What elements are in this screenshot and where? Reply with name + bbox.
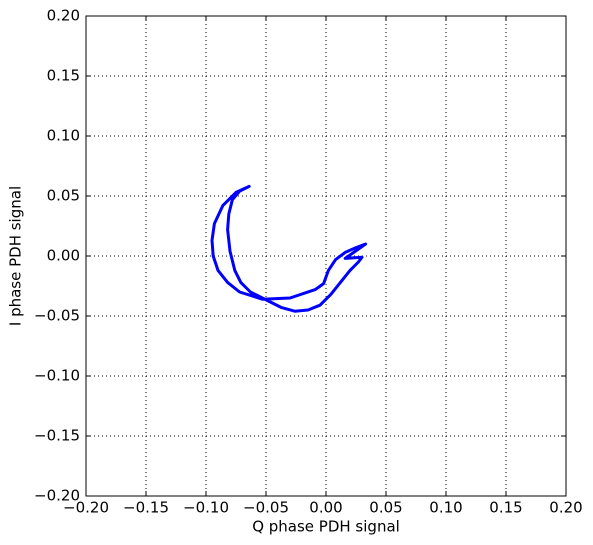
plot-frame	[85, 15, 567, 497]
x-tick-label: −0.05	[243, 499, 289, 517]
y-tick-label: −0.05	[34, 307, 80, 325]
x-tick-label: 0.10	[429, 499, 462, 517]
y-tick-label: 0.20	[47, 7, 80, 25]
y-tick-label: 0.15	[47, 67, 80, 85]
x-tick-label: −0.15	[123, 499, 169, 517]
data-line	[210, 184, 368, 313]
y-tick-label: −0.20	[34, 487, 80, 505]
x-axis-label: Q phase PDH signal	[252, 518, 400, 536]
x-tick-label: 0.20	[549, 499, 582, 517]
x-tick-label: 0.00	[309, 499, 342, 517]
y-tick-label: 0.00	[47, 247, 80, 265]
y-tick-label: −0.10	[34, 367, 80, 385]
y-tick-label: 0.10	[47, 127, 80, 145]
x-tick-label: 0.05	[369, 499, 402, 517]
x-tick-label: 0.15	[489, 499, 522, 517]
x-tick-label: −0.20	[63, 499, 109, 517]
y-axis-label: I phase PDH signal	[7, 186, 25, 326]
y-tick-label: 0.05	[47, 187, 80, 205]
x-tick-label: −0.10	[183, 499, 229, 517]
y-tick-label: −0.15	[34, 427, 80, 445]
